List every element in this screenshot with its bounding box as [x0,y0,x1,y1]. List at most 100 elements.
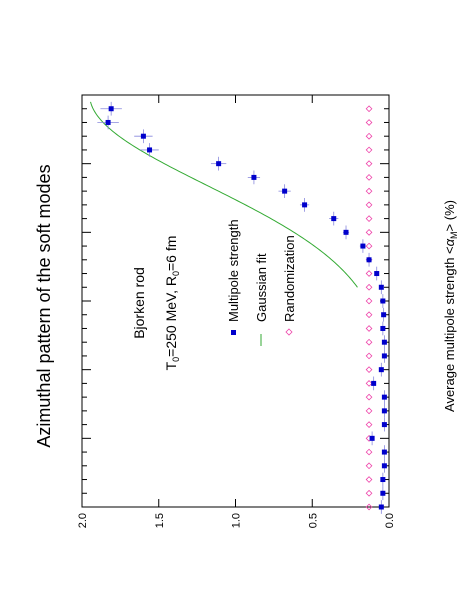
multipole-point [381,390,387,404]
randomization-point [365,380,373,387]
multipole-marker [381,394,387,400]
randomization-point [365,489,373,497]
multipole-point [374,266,380,281]
y-tick-label: 0.5 [307,513,319,528]
multipole-point [380,294,386,308]
y-tick-labels: 2.0 1.5 1.0 0.5 0.0 [77,513,396,528]
randomization-point [365,393,373,401]
multipole-point [381,335,387,350]
y-axis-label: Average multipole strength <αM> (%) [442,200,459,412]
multipole-point [247,170,261,185]
multipole-marker [378,504,384,510]
multipole-marker [381,353,387,359]
randomization-point [365,352,373,360]
multipole-point [381,307,387,322]
legend-label-gaussian: Gaussian fit [254,253,269,322]
y-tick-marks [81,95,390,507]
legend-marker-square [231,330,236,335]
y-tick-label: 1.0 [231,513,243,528]
randomization-point [365,462,373,470]
multipole-point [380,321,386,336]
multipole-marker [381,422,387,428]
randomization-point [365,325,373,332]
randomization-point [365,119,373,126]
multipole-marker [369,435,375,441]
randomization-point [365,105,373,113]
multipole-marker [251,174,257,180]
randomization-point [365,421,373,428]
multipole-point [140,143,159,157]
multipole-marker [360,243,366,249]
multipole-point [381,349,387,363]
multipole-point [365,252,373,267]
multipole-point [210,156,227,171]
multipole-marker [381,312,387,318]
y-tick-label: 0.0 [384,513,396,528]
multipole-marker [374,271,380,277]
gaussian-fit-layer [90,101,358,288]
y-tick-label: 1.5 [154,513,166,528]
multipole-point [381,445,387,459]
gaussian-fit-curve [90,101,358,288]
randomization-point [365,476,373,483]
multipole-point [134,129,153,144]
multipole-marker [105,119,111,125]
multipole-point [359,239,366,253]
randomization-point [365,146,373,154]
multipole-marker [381,408,387,414]
multipole-point [342,225,350,240]
multipole-marker [331,216,337,222]
multipole-point [381,404,387,418]
multipole-marker [381,449,387,455]
randomization-point [365,338,373,346]
multipole-marker [216,161,222,167]
multipole-series [97,101,387,514]
multipole-point [381,417,387,432]
randomization-point [365,448,373,456]
multipole-point [299,198,310,212]
randomization-point [365,366,373,374]
multipole-marker [380,325,386,331]
randomization-point [365,242,373,250]
randomization-point [365,215,373,222]
multipole-marker [381,463,387,469]
multipole-marker [147,147,153,153]
randomization-point [365,297,373,305]
randomization-series [365,105,373,511]
randomization-point [365,407,373,415]
randomization-point [365,270,373,277]
multipole-marker [343,229,349,235]
multipole-marker [380,490,386,496]
multipole-marker [380,477,386,483]
multipole-marker [108,106,114,112]
randomization-point [365,201,373,209]
legend-marker-diamond [285,328,293,336]
randomization-point [365,174,373,181]
multipole-point [369,431,375,446]
multipole-point [329,211,339,226]
randomization-point [365,160,373,168]
multipole-point [380,486,386,501]
randomization-point [365,311,373,319]
multipole-marker [302,202,308,208]
randomization-point [365,283,373,291]
multipole-marker [380,298,386,304]
legend: Multipole strength Gaussian fit Randomiz… [226,219,297,346]
multipole-marker [371,380,377,386]
multipole-marker [282,188,288,194]
multipole-marker [378,284,384,290]
multipole-marker [378,367,384,373]
multipole-point [380,472,386,487]
multipole-point [381,458,387,473]
multipole-point [378,500,384,514]
randomization-point [365,503,373,511]
multipole-point [378,280,384,295]
multipole-point [100,101,122,116]
randomization-point [365,132,373,140]
multipole-point [278,184,291,198]
multipole-point [97,115,119,130]
legend-label-randomization: Randomization [282,235,297,322]
legend-label-multipole: Multipole strength [226,219,241,322]
annotation-bjorken: Bjorken rod [131,267,147,339]
